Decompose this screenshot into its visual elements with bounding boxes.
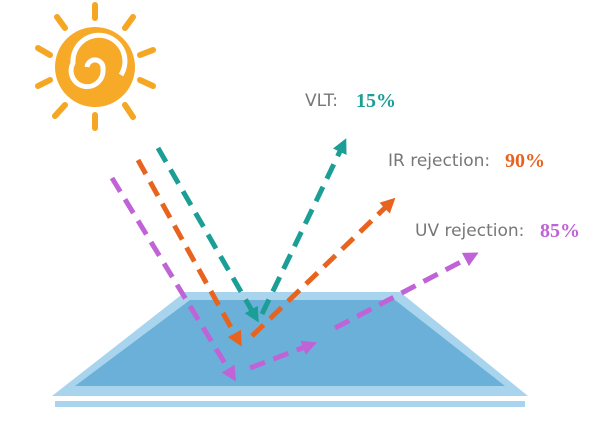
glass xyxy=(52,292,528,407)
sun xyxy=(35,2,156,131)
label: VLT: xyxy=(305,91,338,111)
value: 15% xyxy=(356,90,396,112)
label: UV rejection: xyxy=(415,221,524,241)
value: 85% xyxy=(540,220,580,242)
arrows xyxy=(109,138,479,382)
label: IR rejection: xyxy=(388,151,490,171)
value: 90% xyxy=(505,150,545,172)
